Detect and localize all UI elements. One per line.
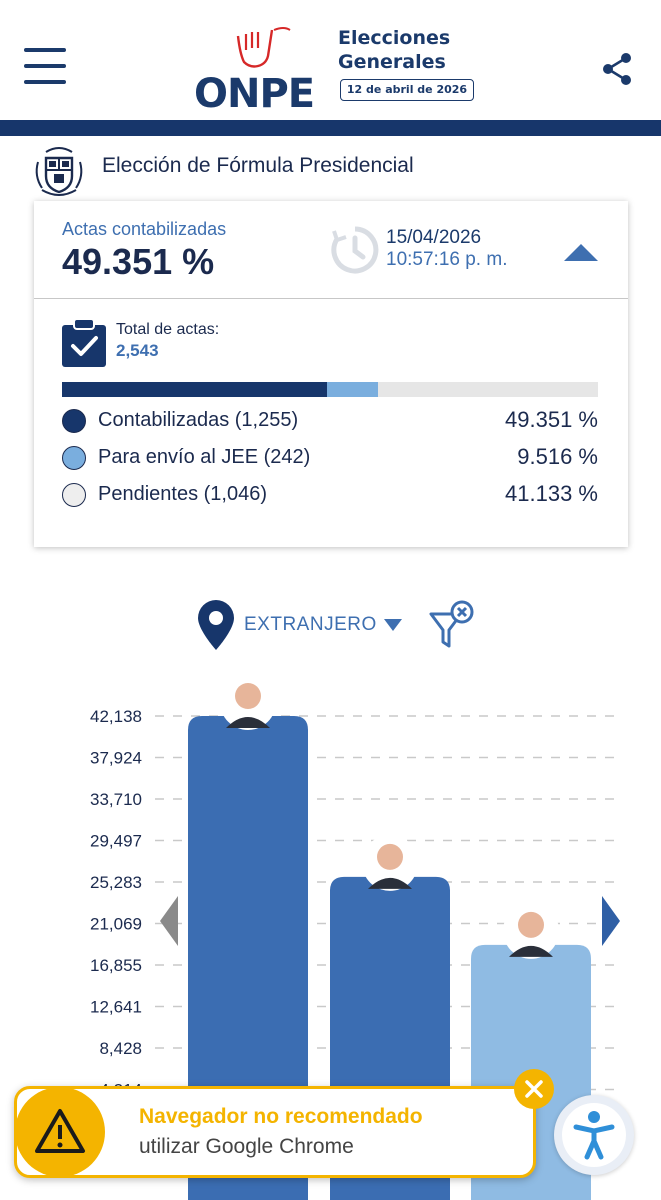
summary-card-header: Actas contabilizadas 49.351 % 15/04/2026…	[34, 201, 628, 299]
legend-pct: 49.351 %	[505, 407, 598, 432]
accessibility-button-inner	[562, 1103, 626, 1167]
candidate-photo	[220, 674, 276, 730]
legend-pct: 41.133 %	[505, 481, 598, 506]
progress-segment-contabilizadas	[62, 382, 327, 397]
y-tick-label: 29,497	[90, 832, 142, 851]
logo-text: ONPE	[194, 71, 315, 117]
legend-dot	[62, 446, 86, 470]
legend-dot	[62, 409, 86, 433]
candidate-photo	[503, 902, 559, 959]
legend-label: Para envío al JEE (242)	[98, 446, 311, 468]
close-icon	[525, 1080, 543, 1098]
toast-title: Navegador no recomendado	[139, 1105, 423, 1128]
menu-icon-line	[24, 64, 66, 68]
y-tick-label: 33,710	[90, 790, 142, 809]
toast-subtitle: utilizar Google Chrome	[139, 1135, 354, 1158]
location-select[interactable]: EXTRANJERO	[244, 614, 377, 635]
header-title-line2: Generales	[338, 51, 446, 73]
header-divider-bar	[0, 120, 661, 136]
section-title: Elección de Fórmula Presidencial	[102, 154, 414, 177]
location-pin-icon[interactable]	[198, 600, 234, 650]
menu-icon	[24, 48, 66, 52]
onpe-logo: ONPE	[194, 24, 328, 114]
chart-next-button[interactable]	[600, 896, 620, 946]
share-button[interactable]	[602, 52, 632, 86]
y-tick-label: 8,428	[99, 1039, 142, 1058]
menu-button[interactable]	[24, 44, 70, 84]
y-tick-label: 12,641	[90, 998, 142, 1017]
legend-row-contabilizadas: Contabilizadas (1,255) 49.351 %	[62, 405, 598, 433]
total-actas-label: Total de actas:	[116, 321, 220, 338]
legend-row-pendientes: Pendientes (1,046) 41.133 %	[62, 479, 598, 507]
browser-warning-toast: Navegador no recomendado utilizar Google…	[14, 1086, 536, 1178]
actas-value: 49.351 %	[62, 241, 215, 282]
election-date-badge: 12 de abril de 2026	[340, 79, 474, 101]
legend-label: Contabilizadas (1,255)	[98, 409, 299, 431]
chevron-down-icon[interactable]	[384, 618, 402, 632]
y-tick-label: 21,069	[90, 915, 142, 934]
section-header: Elección de Fórmula Presidencial	[0, 140, 661, 198]
clear-filter-icon[interactable]	[428, 600, 476, 652]
toast-close-button[interactable]	[514, 1069, 554, 1109]
share-icon	[603, 53, 631, 85]
legend-dot	[62, 483, 86, 507]
clock-icon	[331, 226, 379, 274]
update-time: 10:57:16 p. m.	[386, 249, 508, 270]
vote-hand-icon	[236, 27, 291, 68]
status-bar	[0, 0, 661, 8]
warning-badge	[15, 1087, 105, 1177]
progress-segment-jee	[326, 382, 378, 397]
candidate-photo	[362, 834, 418, 891]
update-date: 15/04/2026	[386, 227, 482, 248]
app-header: ONPE Elecciones Generales 12 de abril de…	[0, 8, 661, 120]
header-title: Elecciones Generales	[338, 26, 450, 74]
actas-progress-bar	[62, 382, 598, 397]
total-actas-value: 2,543	[116, 341, 159, 360]
warning-icon	[35, 1109, 85, 1153]
header-title-line1: Elecciones	[338, 27, 451, 49]
legend-label: Pendientes (1,046)	[98, 483, 268, 505]
candidate-bar[interactable]	[188, 716, 308, 1200]
legend-row-jee: Para envío al JEE (242) 9.516 %	[62, 442, 598, 470]
coat-of-arms-icon	[35, 147, 83, 196]
y-tick-label: 25,283	[90, 873, 142, 892]
legend-pct: 9.516 %	[517, 444, 598, 469]
chart-prev-button[interactable]	[160, 896, 180, 946]
clipboard-check-icon	[62, 319, 106, 367]
collapse-caret-button[interactable]	[562, 241, 600, 263]
menu-icon-line	[24, 80, 66, 84]
y-tick-label: 37,924	[90, 749, 142, 768]
y-tick-label: 16,855	[90, 956, 142, 975]
actas-label: Actas contabilizadas	[62, 219, 227, 239]
summary-card: Actas contabilizadas 49.351 % 15/04/2026…	[34, 201, 628, 547]
accessibility-button[interactable]	[554, 1095, 634, 1175]
accessibility-icon	[573, 1111, 615, 1160]
y-tick-label: 42,138	[90, 707, 142, 726]
